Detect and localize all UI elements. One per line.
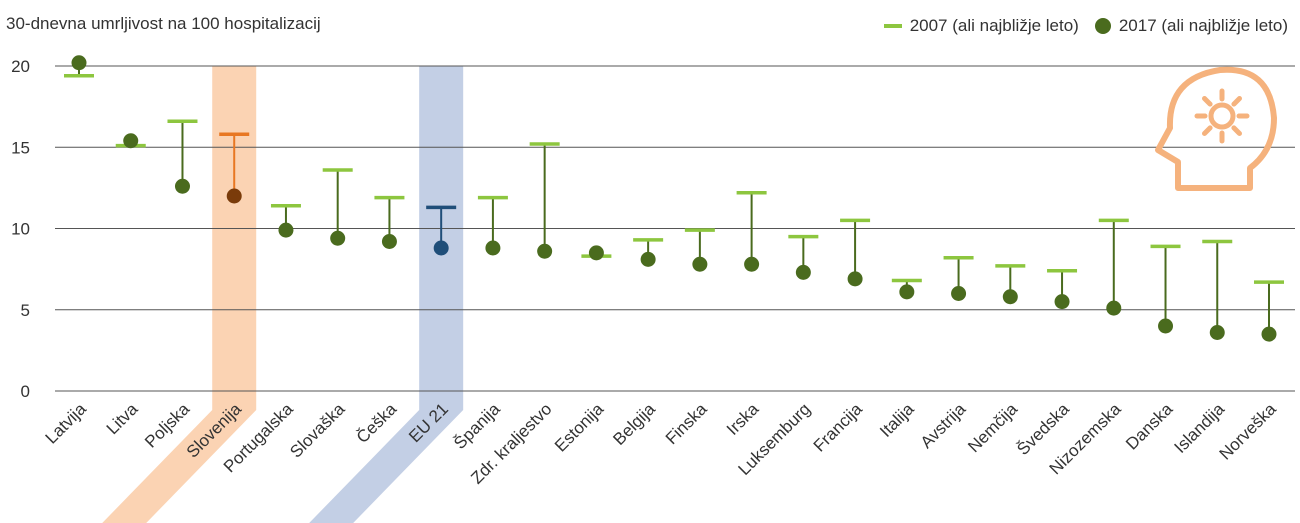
legend: 2007 (ali najbližje leto) 2017 (ali najb… bbox=[883, 16, 1288, 36]
dot-2017-2 bbox=[174, 178, 190, 194]
y-tick-label: 10 bbox=[11, 220, 30, 239]
dot-2017-7 bbox=[433, 240, 449, 256]
dot-2017-19 bbox=[1054, 294, 1070, 310]
y-tick-label: 5 bbox=[21, 301, 30, 320]
sun-ray bbox=[1202, 125, 1213, 136]
dot-2017-16 bbox=[899, 284, 915, 300]
x-tick-label: Italija bbox=[876, 399, 918, 441]
x-tick-label: Finska bbox=[662, 399, 711, 448]
dot-2017-0 bbox=[71, 55, 87, 71]
highlight-band-slovenia bbox=[102, 66, 257, 523]
dot-2017-18 bbox=[1002, 289, 1018, 305]
dot-2017-1 bbox=[123, 133, 139, 149]
x-tick-label: Norveška bbox=[1216, 399, 1281, 464]
x-tick-label: Litva bbox=[103, 399, 142, 438]
dot-2017-6 bbox=[381, 234, 397, 249]
x-tick-label: Francija bbox=[810, 399, 867, 456]
dot-2017-21 bbox=[1158, 318, 1174, 334]
y-tick-label: 20 bbox=[11, 57, 30, 76]
dot-2017-8 bbox=[485, 240, 501, 256]
x-tick-label: Irska bbox=[723, 399, 763, 439]
y-tick-label: 15 bbox=[11, 138, 30, 157]
dot-2017-4 bbox=[278, 222, 294, 238]
legend-2017-label: 2017 (ali najbližje leto) bbox=[1118, 16, 1288, 35]
dot-2017-12 bbox=[692, 256, 708, 272]
sun-core bbox=[1208, 102, 1236, 130]
dot-2017-17 bbox=[951, 286, 967, 301]
dot-2017-14 bbox=[795, 264, 811, 280]
legend-2007-swatch bbox=[883, 24, 902, 28]
sun-ray bbox=[1202, 96, 1213, 107]
dot-2017-20 bbox=[1106, 300, 1122, 316]
sun-ray bbox=[1231, 125, 1242, 136]
dot-2017-9 bbox=[537, 243, 553, 259]
head-with-sun-icon bbox=[1155, 66, 1277, 191]
y-axis-label: 30-dnevna umrljivost na 100 hospitalizac… bbox=[6, 14, 321, 33]
head-outline bbox=[1155, 66, 1277, 191]
dot-2017-10 bbox=[588, 245, 604, 261]
dot-2017-5 bbox=[330, 230, 346, 246]
highlight-band-eu bbox=[309, 66, 464, 523]
x-tick-label: Slovaška bbox=[286, 399, 349, 462]
dot-2017-11 bbox=[640, 251, 656, 267]
dot-2017-15 bbox=[847, 271, 863, 287]
x-tick-label: Avstrija bbox=[917, 399, 970, 452]
dot-2017-13 bbox=[744, 256, 760, 272]
x-tick-label: Belgija bbox=[609, 399, 659, 449]
legend-2017-swatch bbox=[1094, 18, 1111, 34]
dot-2017-22 bbox=[1209, 325, 1225, 340]
y-tick-label: 0 bbox=[21, 382, 30, 401]
x-tick-label: Danska bbox=[1122, 399, 1177, 454]
x-tick-label: Nemčija bbox=[964, 399, 1021, 456]
dot-2017-3 bbox=[226, 188, 242, 204]
x-tick-label: Latvija bbox=[42, 399, 91, 448]
dot-2017-23 bbox=[1261, 326, 1277, 342]
x-tick-label: Estonija bbox=[551, 399, 608, 456]
legend-2007-label: 2007 (ali najbližje leto) bbox=[909, 16, 1079, 35]
sun-ray bbox=[1231, 96, 1242, 107]
